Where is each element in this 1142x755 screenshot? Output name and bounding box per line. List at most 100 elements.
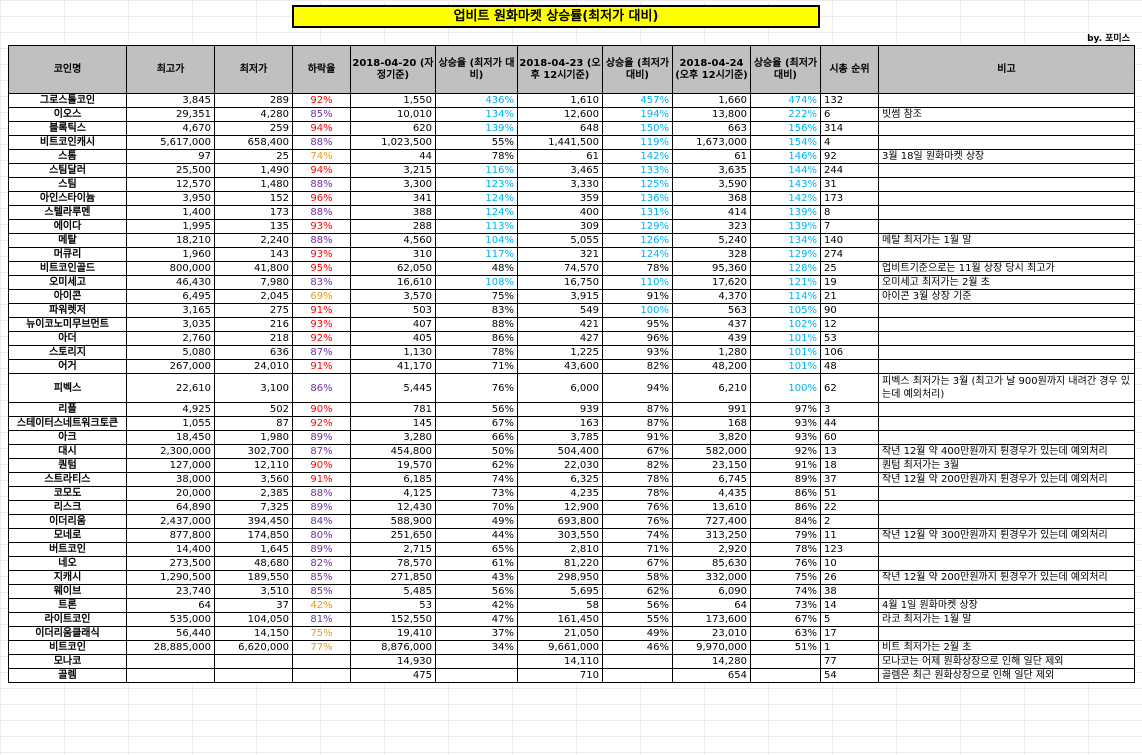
cell-price-0424[interactable]: 1,673,000 [672, 135, 751, 150]
cell-price-0420[interactable]: 251,650 [350, 528, 436, 543]
cell-coin-name[interactable]: 파워렛저 [8, 303, 127, 318]
cell-rise-0423[interactable]: 67% [602, 444, 673, 459]
cell-price-0423[interactable]: 43,600 [517, 359, 603, 374]
cell-drop-rate[interactable]: 88% [292, 486, 351, 501]
cell-high[interactable]: 64,890 [126, 500, 215, 515]
cell-high[interactable]: 127,000 [126, 458, 215, 473]
cell-price-0420[interactable]: 781 [350, 402, 436, 417]
cell-rise-0420[interactable]: 49% [435, 514, 518, 529]
cell-drop-rate[interactable]: 94% [292, 121, 351, 136]
cell-rise-0423[interactable]: 150% [602, 121, 673, 136]
cell-rise-0420[interactable]: 78% [435, 149, 518, 164]
cell-coin-name[interactable]: 트론 [8, 598, 127, 613]
cell-coin-name[interactable]: 대시 [8, 444, 127, 459]
cell-rise-0424[interactable]: 100% [750, 373, 821, 403]
cell-drop-rate[interactable]: 92% [292, 416, 351, 431]
cell-drop-rate[interactable]: 91% [292, 303, 351, 318]
cell-rise-0420[interactable]: 78% [435, 345, 518, 360]
cell-coin-name[interactable]: 코모도 [8, 486, 127, 501]
cell-rise-0423[interactable]: 133% [602, 163, 673, 178]
cell-price-0420[interactable]: 4,125 [350, 486, 436, 501]
cell-market-cap-rank[interactable]: 173 [820, 191, 879, 206]
cell-drop-rate[interactable]: 92% [292, 331, 351, 346]
cell-rise-0424[interactable]: 63% [750, 626, 821, 641]
cell-rise-0424[interactable]: 86% [750, 500, 821, 515]
cell-rise-0420[interactable]: 73% [435, 486, 518, 501]
col-header-price-0423[interactable]: 2018-04-23 (오후 12시기준) [517, 45, 603, 94]
cell-low[interactable]: 3,100 [214, 373, 293, 403]
cell-price-0420[interactable]: 44 [350, 149, 436, 164]
cell-high[interactable]: 18,210 [126, 233, 215, 248]
cell-rise-0423[interactable]: 136% [602, 191, 673, 206]
cell-coin-name[interactable]: 퀀텀 [8, 458, 127, 473]
cell-drop-rate[interactable]: 75% [292, 626, 351, 641]
cell-price-0420[interactable]: 341 [350, 191, 436, 206]
cell-high[interactable]: 97 [126, 149, 215, 164]
cell-price-0424[interactable]: 168 [672, 416, 751, 431]
cell-note[interactable] [878, 317, 1135, 332]
cell-price-0420[interactable]: 503 [350, 303, 436, 318]
cell-price-0420[interactable]: 620 [350, 121, 436, 136]
cell-low[interactable]: 636 [214, 345, 293, 360]
cell-price-0423[interactable]: 74,570 [517, 261, 603, 276]
cell-price-0424[interactable]: 414 [672, 205, 751, 220]
cell-price-0424[interactable]: 439 [672, 331, 751, 346]
cell-rise-0424[interactable]: 156% [750, 121, 821, 136]
cell-rise-0423[interactable]: 76% [602, 514, 673, 529]
cell-rise-0420[interactable]: 113% [435, 219, 518, 234]
cell-drop-rate[interactable]: 69% [292, 289, 351, 304]
cell-high[interactable]: 3,950 [126, 191, 215, 206]
cell-note[interactable] [878, 514, 1135, 529]
cell-price-0424[interactable]: 9,970,000 [672, 640, 751, 655]
cell-drop-rate[interactable]: 91% [292, 359, 351, 374]
cell-rise-0423[interactable]: 119% [602, 135, 673, 150]
cell-rise-0424[interactable]: 74% [750, 584, 821, 599]
cell-price-0424[interactable]: 13,610 [672, 500, 751, 515]
cell-coin-name[interactable]: 비트코인골드 [8, 261, 127, 276]
cell-drop-rate[interactable]: 96% [292, 191, 351, 206]
cell-high[interactable]: 877,800 [126, 528, 215, 543]
cell-price-0420[interactable]: 3,215 [350, 163, 436, 178]
cell-rise-0424[interactable]: 101% [750, 345, 821, 360]
cell-rise-0420[interactable]: 88% [435, 317, 518, 332]
cell-market-cap-rank[interactable]: 14 [820, 598, 879, 613]
cell-coin-name[interactable]: 아크 [8, 430, 127, 445]
cell-price-0424[interactable]: 6,210 [672, 373, 751, 403]
cell-note[interactable]: 작년 12월 약 300만원까지 튄경우가 있는데 예외처리 [878, 528, 1135, 543]
cell-drop-rate[interactable]: 90% [292, 458, 351, 473]
cell-coin-name[interactable]: 메탈 [8, 233, 127, 248]
cell-note[interactable] [878, 205, 1135, 220]
cell-market-cap-rank[interactable]: 244 [820, 163, 879, 178]
cell-rise-0423[interactable]: 82% [602, 359, 673, 374]
cell-rise-0420[interactable]: 65% [435, 542, 518, 557]
cell-low[interactable]: 216 [214, 317, 293, 332]
cell-market-cap-rank[interactable]: 106 [820, 345, 879, 360]
cell-low[interactable]: 275 [214, 303, 293, 318]
cell-coin-name[interactable]: 뉴이코노미무브먼트 [8, 317, 127, 332]
cell-price-0423[interactable]: 359 [517, 191, 603, 206]
cell-price-0423[interactable]: 9,661,000 [517, 640, 603, 655]
cell-rise-0420[interactable]: 71% [435, 359, 518, 374]
cell-rise-0423[interactable]: 78% [602, 261, 673, 276]
cell-rise-0424[interactable]: 146% [750, 149, 821, 164]
cell-rise-0420[interactable]: 134% [435, 107, 518, 122]
cell-rise-0424[interactable]: 142% [750, 191, 821, 206]
cell-note[interactable] [878, 402, 1135, 417]
cell-rise-0423[interactable]: 67% [602, 556, 673, 571]
cell-low[interactable]: 12,110 [214, 458, 293, 473]
cell-price-0420[interactable]: 388 [350, 205, 436, 220]
cell-rise-0423[interactable]: 96% [602, 331, 673, 346]
cell-rise-0420[interactable]: 66% [435, 430, 518, 445]
cell-coin-name[interactable]: 머큐리 [8, 247, 127, 262]
cell-rise-0424[interactable]: 78% [750, 542, 821, 557]
cell-high[interactable]: 1,995 [126, 219, 215, 234]
cell-rise-0423[interactable]: 131% [602, 205, 673, 220]
cell-drop-rate[interactable]: 84% [292, 514, 351, 529]
cell-market-cap-rank[interactable]: 18 [820, 458, 879, 473]
col-header-rise-0423[interactable]: 상승율 (최저가 대비) [602, 45, 673, 94]
cell-note[interactable] [878, 219, 1135, 234]
cell-rise-0424[interactable]: 114% [750, 289, 821, 304]
cell-price-0423[interactable]: 2,810 [517, 542, 603, 557]
cell-high[interactable]: 1,055 [126, 416, 215, 431]
cell-price-0423[interactable]: 421 [517, 317, 603, 332]
